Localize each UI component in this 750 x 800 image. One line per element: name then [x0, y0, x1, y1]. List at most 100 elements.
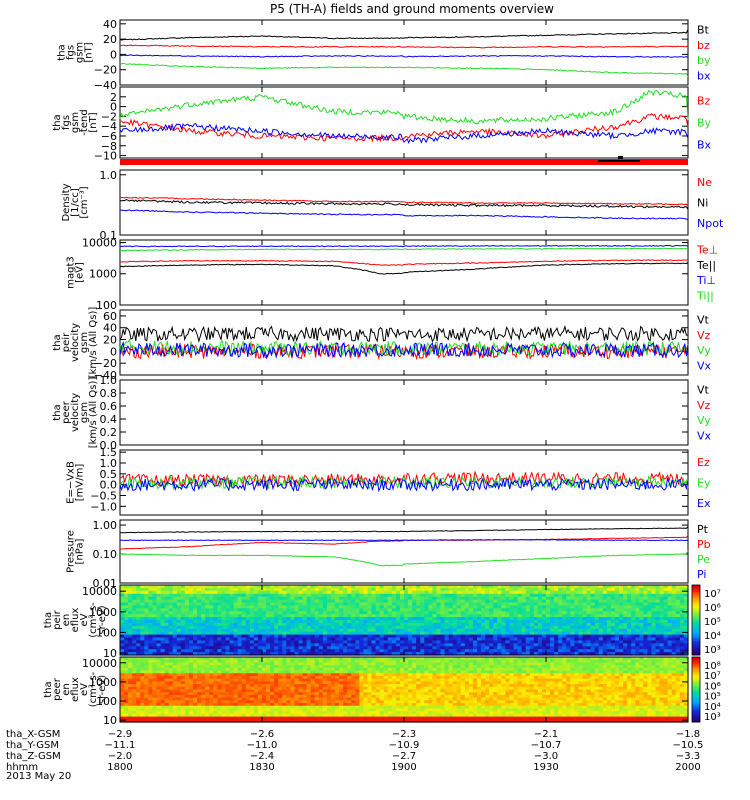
heatmap-cell [270, 625, 275, 630]
heatmap-cell [274, 697, 279, 701]
heatmap-cell [156, 705, 162, 710]
heatmap-cell [440, 631, 446, 636]
heatmap-cell [152, 649, 158, 653]
heatmap-cell [505, 617, 511, 621]
heatmap-cell [262, 705, 267, 710]
y-tick-label: 20 [103, 33, 117, 46]
heatmap-cell [229, 667, 235, 672]
heatmap-cell [221, 649, 227, 653]
heatmap-cell [513, 585, 519, 589]
heatmap-cell [635, 646, 640, 650]
heatmap-cell [128, 703, 133, 707]
heatmap-cell [659, 652, 665, 656]
heatmap-cell [513, 649, 519, 653]
heatmap-cell [257, 670, 263, 674]
heatmap-cell [619, 625, 624, 630]
heatmap-cell [233, 711, 239, 715]
heatmap-cell [136, 675, 141, 680]
heatmap-cell [172, 608, 178, 612]
heatmap-cell [237, 631, 243, 636]
heatmap-cell [318, 649, 324, 653]
heatmap-cell [266, 684, 271, 688]
heatmap-cell [408, 640, 413, 644]
heatmap-cell [310, 585, 316, 589]
heatmap-cell [184, 708, 190, 712]
heatmap-cell [180, 716, 186, 720]
heatmap-cell [452, 605, 458, 609]
heatmap-cell [602, 596, 608, 601]
heatmap-cell [237, 686, 243, 691]
heatmap-cell [156, 625, 162, 630]
heatmap-cell [286, 711, 291, 715]
heatmap-cell [282, 640, 287, 644]
heatmap-cell [627, 608, 632, 612]
heatmap-cell [619, 628, 624, 633]
heatmap-cell [266, 686, 271, 691]
heatmap-cell [132, 617, 137, 621]
heatmap-cell [399, 608, 405, 612]
heatmap-cell [221, 620, 227, 624]
heatmap-cell [298, 631, 304, 636]
heatmap-cell [156, 681, 162, 685]
heatmap-cell [602, 637, 608, 642]
heatmap-cell [590, 643, 596, 647]
heatmap-cell [436, 631, 442, 636]
heatmap-cell [468, 605, 474, 609]
heatmap-cell [590, 625, 596, 630]
heatmap-cell [193, 689, 198, 693]
heatmap-cell [120, 596, 125, 601]
heatmap-cell [586, 608, 592, 612]
heatmap-cell [582, 585, 588, 589]
heatmap-cell [225, 703, 231, 707]
heatmap-cell [326, 608, 332, 612]
heatmap-cell [667, 640, 673, 644]
heatmap-cell [586, 599, 592, 604]
heatmap-cell [266, 705, 271, 710]
heatmap-cell [566, 596, 571, 601]
heatmap-cell [156, 713, 162, 718]
heatmap-cell [156, 675, 162, 680]
heatmap-cell [188, 675, 194, 680]
heatmap-cell [347, 593, 352, 598]
heatmap-cell [643, 593, 649, 598]
heatmap-cell [440, 593, 446, 598]
heatmap-cell [598, 622, 604, 627]
heatmap-cell [314, 643, 320, 647]
heatmap-cell [582, 628, 588, 633]
heatmap-cell [464, 608, 470, 612]
heatmap-cell [627, 611, 632, 615]
heatmap-cell [245, 662, 251, 666]
heatmap-cell [679, 620, 685, 624]
heatmap-cell [554, 593, 559, 598]
colorbar-step [692, 645, 700, 649]
heatmap-cell [221, 614, 227, 618]
heatmap-cell [481, 614, 486, 618]
heatmap-cell [266, 694, 271, 699]
heatmap-cell [120, 585, 125, 589]
heatmap-cell [558, 587, 563, 592]
heatmap-cell [537, 649, 543, 653]
heatmap-cell [513, 593, 519, 598]
heatmap-cell [408, 605, 413, 609]
heatmap-cell [270, 611, 275, 615]
heatmap-cell [286, 700, 291, 704]
heatmap-cell [371, 622, 377, 627]
heatmap-cell [282, 620, 287, 624]
heatmap-cell [314, 694, 320, 699]
heatmap-cell [176, 665, 182, 669]
heatmap-cell [209, 716, 214, 720]
heatmap-cell [647, 585, 653, 589]
heatmap-cell [318, 625, 324, 630]
heatmap-cell [448, 587, 454, 592]
heatmap-cell [399, 625, 405, 630]
heatmap-cell [663, 617, 669, 621]
heatmap-cell [168, 708, 174, 712]
heatmap-cell [180, 667, 186, 672]
heatmap-cell [241, 640, 247, 644]
heatmap-cell [245, 675, 251, 680]
heatmap-cell [172, 625, 178, 630]
heatmap-cell [237, 640, 243, 644]
heatmap-cell [249, 617, 255, 621]
heatmap-cell [675, 625, 681, 630]
heatmap-cell [164, 593, 170, 598]
